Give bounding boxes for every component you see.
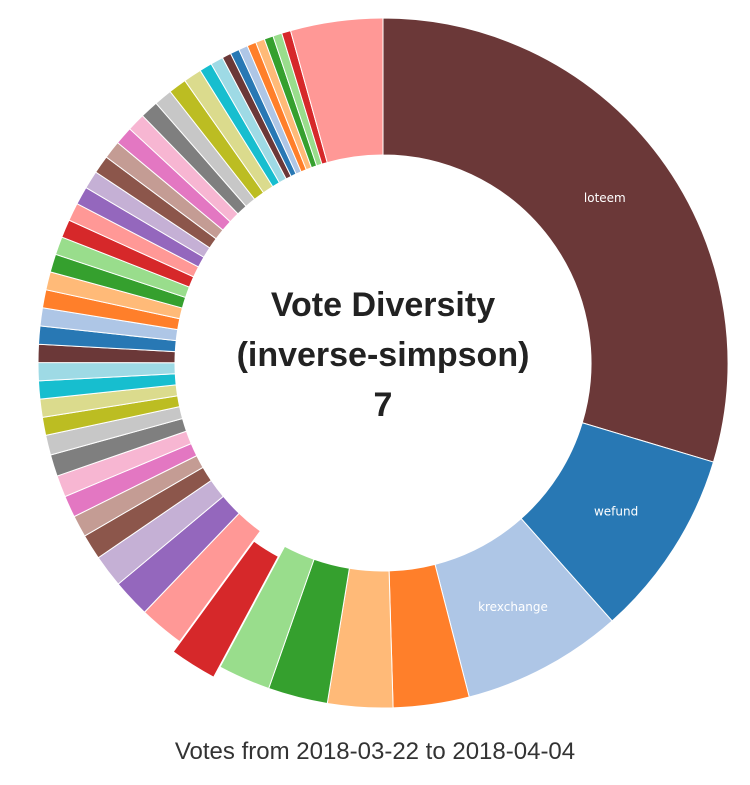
diversity-value: 7 [374, 386, 393, 424]
donut-slice-loteem[interactable] [382, 17, 729, 463]
center-subtitle: (inverse-simpson) [237, 336, 530, 374]
center-title: Vote Diversity [271, 286, 495, 324]
slice-label-krexchange: krexchange [478, 600, 548, 614]
date-range-caption: Votes from 2018-03-22 to 2018-04-04 [174, 738, 576, 765]
slice-labels: loteem wefund krexchange [478, 191, 638, 614]
slice-label-wefund: wefund [594, 505, 638, 519]
donut-chart: loteem wefund krexchange Vote Diversity (i… [37, 17, 729, 709]
donut-slice-item-51[interactable] [289, 17, 384, 164]
donut-slices [37, 17, 729, 709]
donut-slice-item-7[interactable] [219, 545, 315, 690]
donut-slice-item-8[interactable] [172, 540, 280, 678]
slice-label-loteem: loteem [584, 191, 626, 205]
